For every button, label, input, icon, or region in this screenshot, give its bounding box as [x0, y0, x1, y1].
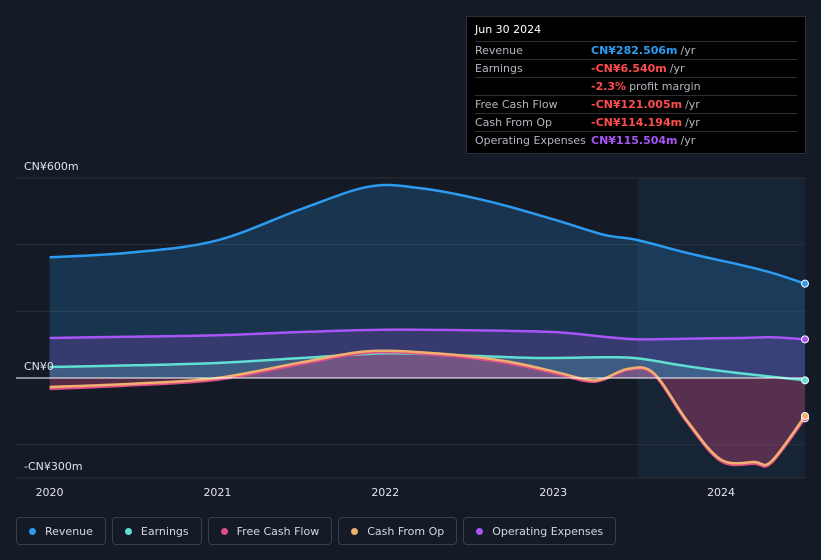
- x-tick-label: 2023: [539, 486, 568, 499]
- tooltip-row: Free Cash Flow -CN¥121.005m/yr: [475, 95, 797, 113]
- chart-legend: Revenue Earnings Free Cash Flow Cash From O…: [16, 517, 617, 545]
- tooltip-date: Jun 30 2024: [475, 23, 542, 36]
- y-axis-top-label: CN¥600m: [24, 160, 79, 173]
- tooltip-row-value: -CN¥121.005m: [591, 98, 683, 111]
- revenue-end-dot: [801, 279, 809, 288]
- x-tick-label: 2024: [707, 486, 736, 499]
- free-cash-flow-area: [49, 352, 806, 467]
- tooltip-row: Earnings -CN¥6.540m/yr: [475, 59, 797, 77]
- legend-dot-icon: [351, 527, 359, 535]
- y-axis-zero-label: CN¥0: [24, 360, 54, 373]
- series-end-dots: [801, 279, 809, 423]
- operating-expenses-line: [49, 328, 806, 341]
- revenue-line: [49, 183, 806, 285]
- tooltip-row: Revenue CN¥282.506m/yr: [475, 41, 797, 59]
- legend-item-free-cash-flow[interactable]: Free Cash Flow: [207, 517, 333, 545]
- gridlines: [16, 177, 805, 479]
- tooltip-row: Operating Expenses CN¥115.504m/yr: [475, 131, 797, 149]
- tooltip-row: -2.3% profit margin: [475, 77, 797, 95]
- cash-from-op-end-dot: [801, 412, 809, 420]
- legend-label: Operating Expenses: [492, 524, 604, 538]
- x-tick-label: 2020: [35, 486, 64, 499]
- tooltip-row-value: -CN¥6.540m: [591, 62, 667, 75]
- tooltip-row-label: Revenue: [475, 44, 523, 57]
- tooltip-row-value: CN¥115.504m: [591, 134, 678, 147]
- tooltip-row-unit: /yr: [669, 62, 685, 75]
- legend-label: Free Cash Flow: [236, 524, 320, 538]
- tooltip-row-unit: /yr: [680, 134, 696, 147]
- tooltip-row-unit: /yr: [685, 116, 700, 129]
- tooltip-row: Cash From Op -CN¥114.194m/yr: [475, 113, 797, 131]
- forecast-region: [637, 178, 805, 478]
- cash-from-op-line: [49, 349, 807, 467]
- tooltip-row-unit: profit margin: [629, 80, 701, 93]
- tooltip-row-label: Cash From Op: [475, 116, 553, 129]
- earnings-end-dot: [801, 376, 809, 385]
- tooltip-row-unit: /yr: [685, 98, 700, 111]
- revenue-area: [49, 184, 806, 378]
- legend-item-revenue[interactable]: Revenue: [16, 517, 106, 545]
- tooltip-rows: Revenue CN¥282.506m/yr Earnings -CN¥6.540m /…: [475, 41, 797, 149]
- tooltip-row-label: Free Cash Flow: [475, 98, 558, 111]
- legend-dot-icon: [476, 527, 484, 535]
- legend-dot-icon: [220, 527, 228, 535]
- legend-item-operating-expenses[interactable]: Operating Expenses: [463, 517, 617, 545]
- legend-label: Earnings: [140, 524, 189, 538]
- tooltip-row-value: -CN¥114.194m: [591, 116, 683, 129]
- tooltip-row-value: CN¥282.506m: [591, 44, 678, 57]
- x-tick-label: 2022: [371, 486, 400, 499]
- legend-item-earnings[interactable]: Earnings: [111, 517, 202, 545]
- tooltip-row-unit: /yr: [680, 44, 696, 57]
- y-axis-bottom-label: -CN¥300m: [24, 460, 83, 473]
- x-tick-label: 2021: [203, 486, 232, 499]
- legend-label: Cash From Op: [367, 524, 445, 538]
- legend-item-cash-from-op[interactable]: Cash From Op: [338, 517, 458, 545]
- tooltip-row-label: Operating Expenses: [475, 134, 586, 147]
- tooltip-row-value: -2.3%: [591, 80, 627, 93]
- tooltip-row-label: Earnings: [475, 62, 523, 75]
- tooltip-panel: Jun 30 2024 Revenue CN¥282.506m/yr Earning…: [466, 16, 806, 154]
- legend-dot-icon: [124, 527, 132, 535]
- operating-expenses-end-dot: [801, 335, 809, 344]
- legend-label: Revenue: [45, 524, 93, 538]
- legend-dot-icon: [29, 527, 36, 535]
